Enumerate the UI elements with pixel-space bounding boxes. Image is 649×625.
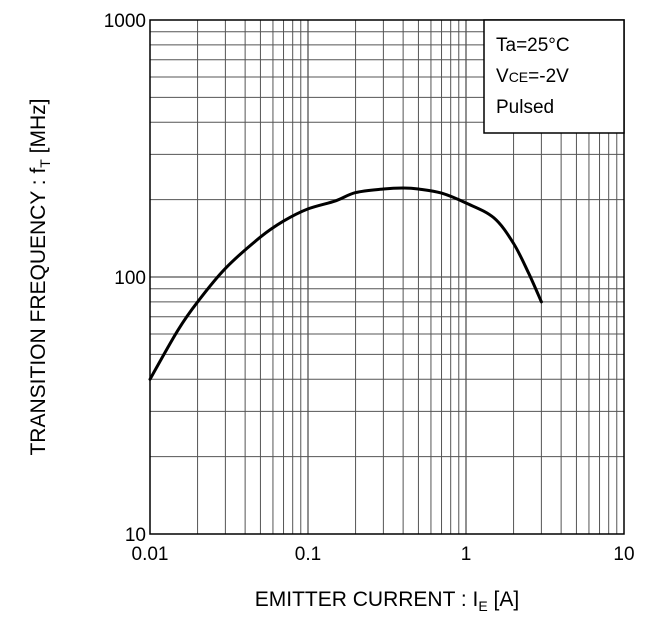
y-tick-label: 100 <box>114 268 146 289</box>
legend-box: Ta=25°C VCE=-2V Pulsed <box>483 19 625 134</box>
x-tick-label: 0.1 <box>295 544 321 565</box>
legend-temperature: Ta=25°C <box>496 35 570 56</box>
y-tick-label: 1000 <box>104 11 146 32</box>
plot-frame <box>149 19 625 535</box>
x-axis-title: EMITTER CURRENT : IE [A] <box>255 588 519 614</box>
x-tick-labels: 0.01 0.1 1 10 <box>132 544 635 565</box>
y-axis-title: TRANSITION FREQUENCY : fT [MHz] <box>27 98 53 455</box>
legend-pulsed: Pulsed <box>496 97 554 118</box>
series-line <box>148 186 543 381</box>
y-tick-label: 10 <box>125 525 146 546</box>
x-tick-label: 10 <box>613 544 634 565</box>
y-tick-labels: 10 100 1000 <box>104 11 146 546</box>
x-tick-label: 0.01 <box>132 544 169 565</box>
x-tick-label: 1 <box>461 544 472 565</box>
legend-voltage: VCE=-2V <box>496 66 569 87</box>
grid <box>150 20 624 534</box>
